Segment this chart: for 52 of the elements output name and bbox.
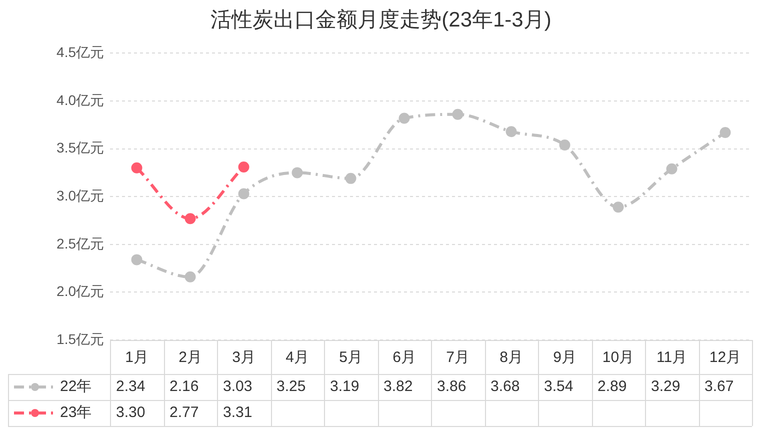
point	[131, 162, 142, 174]
point	[398, 112, 410, 124]
point	[612, 202, 624, 213]
x-tick-label: 4月	[286, 349, 309, 366]
y-tick-label: 4.5亿元	[56, 44, 104, 60]
x-tick-label: 2月	[178, 349, 202, 366]
point	[506, 126, 517, 138]
x-tick-label: 12月	[709, 349, 742, 366]
point	[559, 139, 570, 150]
data-label: 2.89	[598, 378, 627, 396]
x-tick-label: 5月	[339, 349, 362, 366]
y-tick-label: 3.5亿元	[56, 140, 104, 156]
x-tick-label: 6月	[392, 349, 416, 366]
legend-label: 23年	[60, 404, 92, 422]
data-label: 3.54	[544, 378, 574, 396]
y-tick-label: 4.0亿元	[56, 92, 104, 108]
data-label: 3.29	[651, 378, 680, 396]
y-tick-label: 1.5亿元	[56, 330, 104, 347]
y-tick-label: 3.0亿元	[56, 187, 104, 204]
x-tick-label: 10月	[602, 349, 634, 366]
data-label: 3.19	[330, 378, 360, 396]
x-tick-label: 9月	[553, 349, 576, 366]
chart-title: 活性炭出口金额月度走势(23年1-3月)	[210, 8, 552, 32]
x-tick-label: 8月	[500, 349, 523, 366]
data-label: 3.03	[223, 378, 252, 396]
legend-label: 22年	[60, 378, 92, 396]
data-label: 2.77	[170, 404, 199, 422]
data-label: 3.30	[116, 404, 146, 422]
point	[184, 271, 196, 282]
data-label: 3.67	[704, 378, 734, 396]
point	[452, 108, 464, 120]
point	[131, 254, 142, 266]
data-label: 3.86	[437, 378, 466, 396]
x-tick-label: 11月	[656, 349, 688, 366]
point	[345, 172, 356, 184]
y-tick-label: 2.0亿元	[56, 283, 104, 300]
y-tick-label: 2.5亿元	[56, 235, 104, 252]
data-label: 2.16	[170, 378, 199, 396]
x-tick-label: 7月	[446, 349, 470, 366]
data-label: 2.34	[116, 378, 146, 396]
point	[238, 188, 250, 200]
data-label: 3.31	[223, 404, 252, 422]
point	[184, 213, 196, 224]
x-tick-label: 1月	[125, 349, 148, 366]
x-tick-label: 3月	[232, 349, 256, 366]
point	[238, 161, 250, 172]
data-label: 3.68	[490, 378, 520, 396]
point	[720, 127, 731, 138]
point	[666, 163, 678, 174]
data-label: 3.25	[276, 378, 306, 396]
point	[292, 167, 303, 178]
data-label: 3.82	[384, 378, 413, 396]
